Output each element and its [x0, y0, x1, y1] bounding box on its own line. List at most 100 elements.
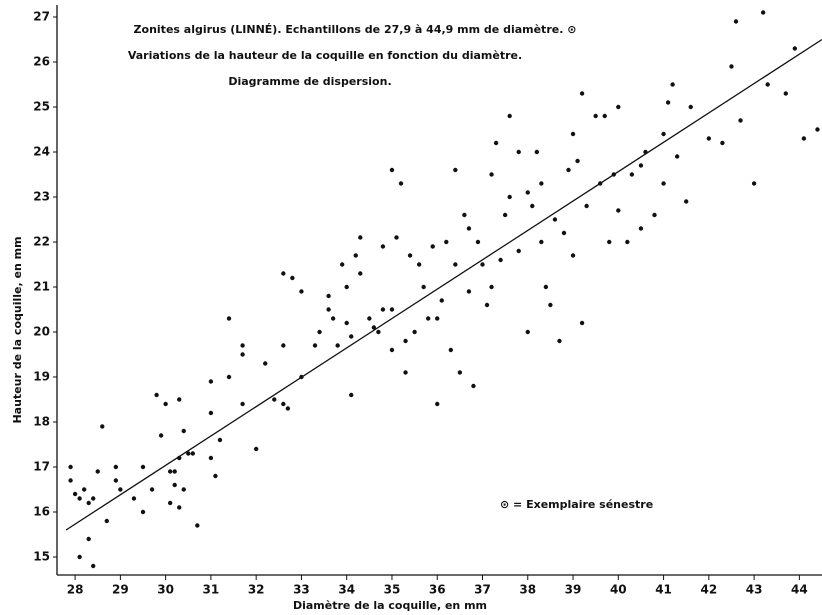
point — [425, 316, 431, 321]
point — [543, 284, 549, 290]
point — [389, 347, 395, 353]
point — [213, 473, 218, 479]
point — [670, 82, 675, 87]
point — [507, 113, 512, 119]
point — [444, 239, 449, 245]
x-tick-label: 32 — [248, 583, 265, 597]
point — [597, 181, 603, 186]
point — [181, 428, 186, 434]
y-tick-label: 24 — [33, 145, 50, 159]
y-tick-label: 26 — [33, 55, 50, 69]
point — [81, 487, 87, 492]
chart-title: Zonites algirus (LINNÉ). Echantillons de… — [134, 23, 577, 36]
point — [281, 401, 286, 407]
point — [208, 455, 214, 461]
point — [77, 554, 82, 560]
point — [344, 320, 349, 326]
point — [783, 91, 788, 96]
point — [421, 284, 426, 290]
y-tick-label: 21 — [33, 280, 50, 294]
point — [149, 487, 155, 492]
point — [217, 437, 223, 443]
point — [330, 316, 336, 321]
x-tick-label: 37 — [474, 583, 491, 597]
point — [607, 239, 612, 245]
point — [77, 496, 82, 501]
y-tick-label: 22 — [33, 235, 50, 249]
y-tick-label: 20 — [33, 325, 50, 339]
point — [498, 257, 503, 263]
point — [253, 446, 259, 452]
x-tick-label: 42 — [700, 583, 717, 597]
y-tick-label: 15 — [33, 550, 50, 564]
point — [376, 329, 381, 335]
y-tick-label: 16 — [33, 505, 50, 519]
point — [688, 104, 693, 110]
y-tick-label: 19 — [33, 370, 50, 384]
point — [706, 136, 712, 141]
point — [738, 118, 743, 123]
point — [349, 392, 354, 398]
point — [172, 469, 177, 474]
annotation: ⊙ = Exemplaire sénestre — [500, 498, 653, 511]
point — [539, 239, 544, 245]
point — [625, 239, 630, 245]
point — [349, 334, 354, 339]
point — [579, 91, 585, 96]
x-tick-label: 35 — [384, 583, 401, 597]
chart-title: Diagramme de dispersion. — [228, 75, 391, 88]
point — [195, 523, 200, 528]
point — [412, 329, 417, 335]
point — [240, 352, 245, 357]
point — [489, 284, 494, 290]
point — [167, 500, 173, 506]
point — [801, 136, 807, 141]
point — [290, 275, 295, 281]
point — [489, 172, 494, 177]
point — [525, 190, 530, 195]
point — [629, 172, 635, 177]
point — [453, 167, 458, 173]
point — [439, 298, 444, 303]
point — [86, 500, 91, 506]
point — [561, 230, 567, 236]
point — [507, 194, 512, 200]
x-tick-label: 38 — [519, 583, 536, 597]
x-tick-label: 30 — [157, 583, 174, 597]
point — [335, 343, 340, 348]
point — [652, 212, 657, 218]
point — [466, 226, 472, 231]
point — [113, 478, 119, 483]
point — [516, 149, 521, 155]
point — [579, 320, 585, 326]
x-tick-label: 40 — [610, 583, 627, 597]
y-tick-label: 18 — [33, 415, 50, 429]
point — [154, 392, 159, 398]
point — [480, 262, 485, 267]
point — [389, 167, 395, 173]
y-tick-label: 17 — [33, 460, 50, 474]
point — [100, 424, 105, 429]
point — [394, 235, 399, 240]
point — [281, 271, 286, 276]
chart-title: Variations de la hauteur de la coquille … — [128, 49, 522, 62]
point — [380, 307, 386, 312]
trend-line — [65, 38, 822, 531]
point — [453, 262, 458, 267]
point — [167, 469, 173, 474]
point — [493, 140, 499, 146]
point — [140, 464, 146, 470]
point — [371, 325, 377, 330]
point — [502, 212, 508, 218]
point — [403, 370, 408, 375]
point — [792, 46, 798, 51]
point — [312, 343, 318, 348]
point — [281, 343, 286, 348]
point — [570, 253, 576, 258]
point — [430, 244, 435, 249]
point — [448, 347, 454, 353]
point — [118, 487, 123, 492]
point — [177, 397, 182, 402]
point — [113, 464, 119, 470]
point — [240, 401, 245, 407]
